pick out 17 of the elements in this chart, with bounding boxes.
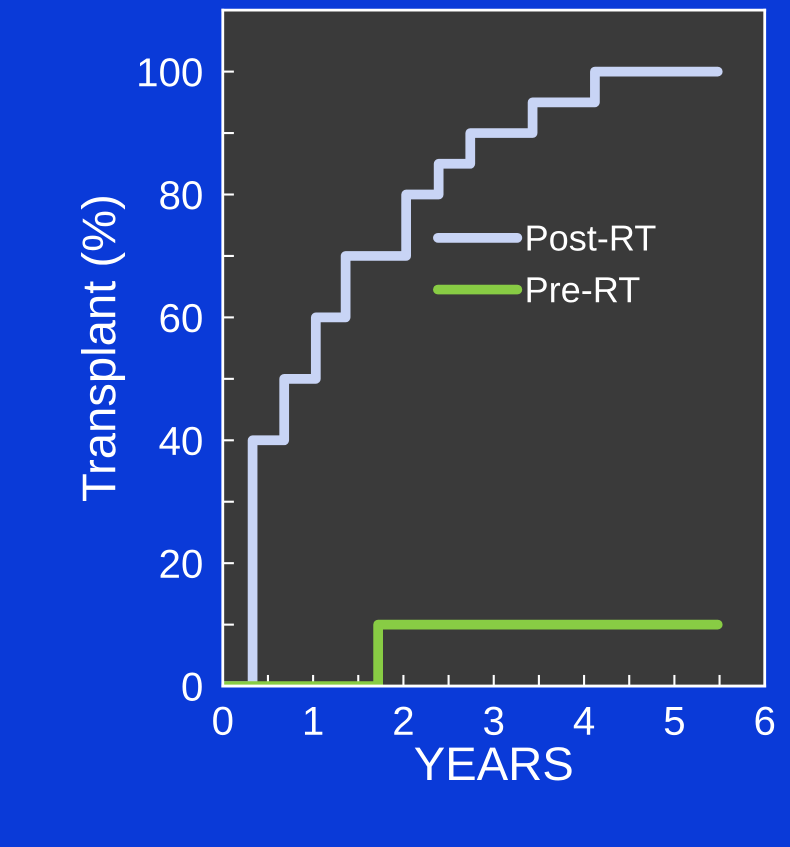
y-tick-label: 100	[139, 58, 202, 87]
x-tick-label: 3	[484, 706, 504, 736]
y-tick-label: 40	[159, 426, 202, 456]
y-tick-label: 60	[160, 304, 202, 332]
legend-label: Pre-RT	[528, 277, 640, 303]
y-tick-label: 0	[182, 672, 202, 702]
y-tick-label: 80	[160, 180, 202, 210]
x-tick-label: 1	[304, 706, 322, 735]
legend-label: Post-RT	[528, 226, 656, 251]
x-axis-title: YEARS	[414, 747, 572, 781]
x-tick-label: 4	[574, 706, 594, 735]
y-tick-label: 20	[160, 550, 202, 578]
x-tick-label: 0	[213, 706, 232, 736]
y-axis-title: Transplant (%)	[81, 197, 126, 501]
x-tick-label: 6	[756, 706, 774, 736]
x-tick-label: 5	[664, 706, 684, 736]
x-tick-label: 2	[394, 706, 413, 735]
